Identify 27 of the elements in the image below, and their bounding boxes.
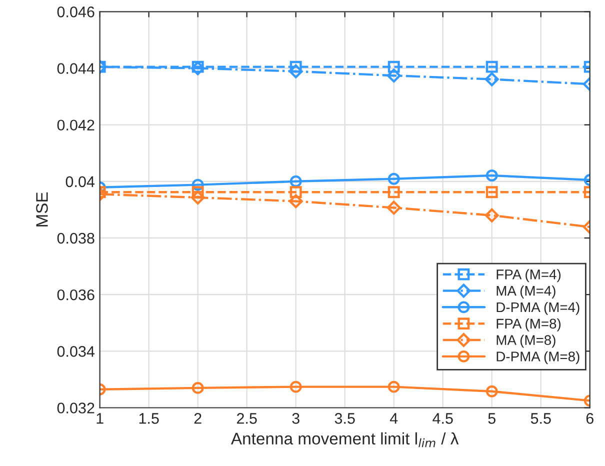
y-tick-label: 0.042 xyxy=(57,120,94,131)
y-axis-title: MSE xyxy=(36,192,48,226)
legend-label: D-PMA (M=8) xyxy=(496,351,580,364)
y-tick-label: 0.038 xyxy=(57,232,94,244)
x-tick-label: 3.5 xyxy=(334,413,355,424)
x-tick-label: 6 xyxy=(586,413,594,424)
x-axis-title: Antenna movement limit l$_{lim}$ / λ xyxy=(230,432,459,448)
legend-label: MA (M=8) xyxy=(496,334,556,348)
x-tick-label: 3 xyxy=(292,413,300,424)
x-tick-label: 2.5 xyxy=(236,413,257,424)
y-tick-label: 0.044 xyxy=(57,63,95,74)
y-tick-label: 0.046 xyxy=(57,6,94,18)
y-tick-label: 0.036 xyxy=(57,289,94,300)
legend-label: FPA (M=4) xyxy=(496,269,561,282)
x-tick-label: 4.5 xyxy=(432,413,453,424)
x-tick-label: 4 xyxy=(390,413,398,424)
x-tick-label: 2 xyxy=(194,413,202,424)
legend-label: MA (M=4) xyxy=(496,286,556,298)
x-tick-label: 5 xyxy=(488,413,496,424)
x-tick-label: 1.5 xyxy=(139,413,159,424)
legend-label: D-PMA (M=4) xyxy=(496,302,580,315)
y-tick-label: 0.032 xyxy=(57,402,94,414)
x-tick-label: 1 xyxy=(96,413,104,424)
y-tick-label: 0.04 xyxy=(66,176,95,188)
legend-label: FPA (M=8) xyxy=(496,318,561,332)
x-tick-label: 5.5 xyxy=(530,413,551,424)
y-tick-label: 0.034 xyxy=(57,346,95,357)
